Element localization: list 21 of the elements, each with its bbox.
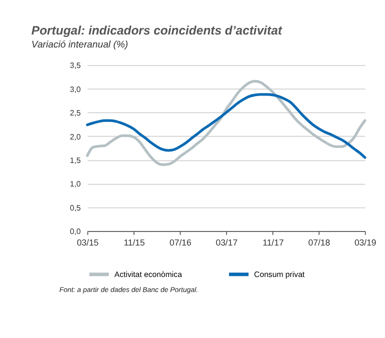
legend-label: Activitat econòmica <box>114 270 183 280</box>
chart-subtitle: Variació interanual (%) <box>31 40 128 51</box>
x-tick-label: 11/17 <box>262 237 284 248</box>
y-tick-label: 3,0 <box>70 84 82 94</box>
y-tick-label: 0,0 <box>70 227 82 236</box>
x-tick-label: 03/15 <box>76 237 99 248</box>
y-tick-label: 1,5 <box>70 156 82 165</box>
legend-label: Consum privat <box>254 270 306 280</box>
y-tick-label: 2,0 <box>70 132 82 142</box>
y-tick-label: 3,5 <box>70 61 82 70</box>
line-series <box>86 93 366 159</box>
x-tick-label: 03/17 <box>216 237 238 248</box>
y-tick-label: 0,5 <box>70 203 82 212</box>
x-tick-label: 07/16 <box>170 237 192 248</box>
x-tick-label: 03/19 <box>354 237 376 248</box>
chart-title: Portugal: indicadors coincidents d’activitat <box>31 24 283 38</box>
x-tick-label: 07/18 <box>308 237 330 248</box>
x-tick-label: 11/15 <box>124 237 146 248</box>
y-tick-label: 1,0 <box>70 180 82 189</box>
line-series <box>86 80 366 166</box>
y-tick-label: 2,5 <box>70 108 82 118</box>
